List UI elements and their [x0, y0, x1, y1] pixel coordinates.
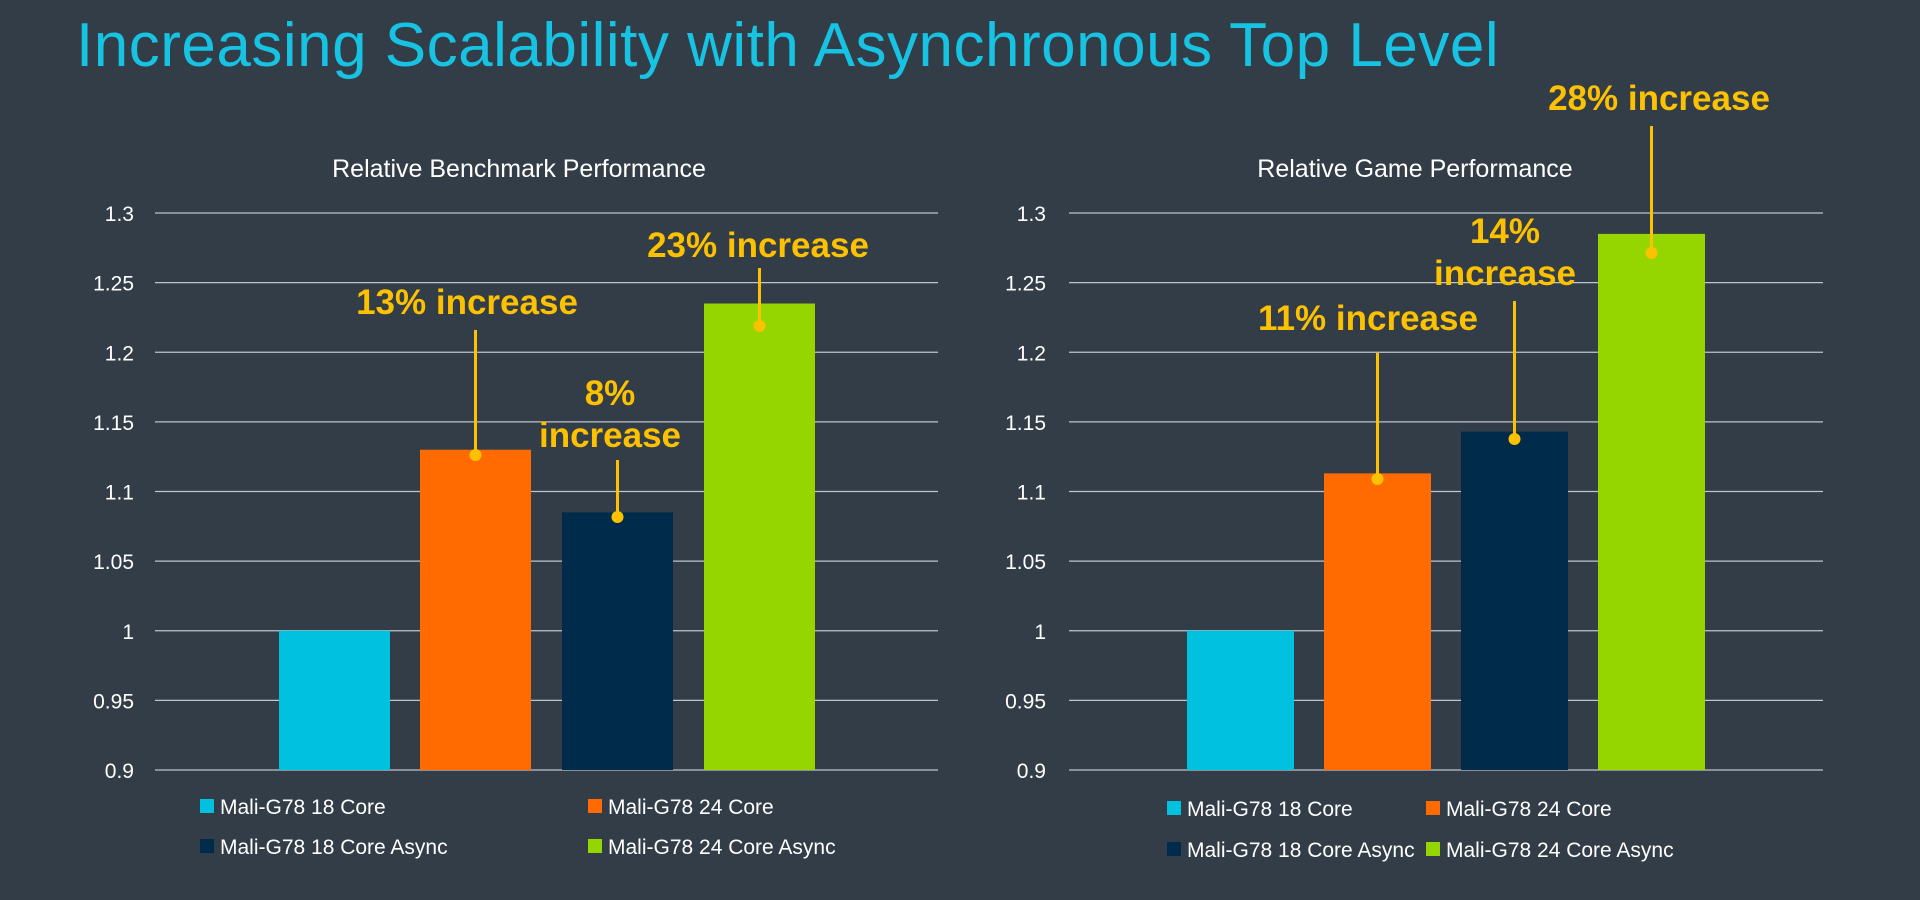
game-annotation-label: 28% increase [1548, 79, 1770, 118]
game-legend-swatch [1167, 801, 1181, 815]
benchmark-legend-label: Mali-G78 18 Core [220, 796, 386, 819]
game-annotation-dot [1371, 473, 1384, 485]
game-chart-title: Relative Game Performance [1257, 155, 1572, 183]
benchmark-annotation-dot [611, 511, 624, 523]
game-annotation-label: 11% increase [1258, 299, 1478, 338]
game-legend-label: Mali-G78 18 Core [1187, 798, 1353, 821]
benchmark-y-tick-label: 1.25 [93, 273, 134, 296]
game-y-tick-label: 1.3 [1017, 203, 1046, 226]
game-annotation-label: increase [1434, 254, 1576, 293]
game-bar-4 [1598, 233, 1705, 770]
benchmark-bar-4 [704, 303, 815, 770]
benchmark-y-tick-label: 1.1 [105, 482, 134, 505]
benchmark-legend-swatch [200, 839, 214, 853]
game-legend-label: Mali-G78 24 Core Async [1446, 839, 1674, 862]
game-y-tick-label: 1.1 [1017, 482, 1046, 505]
game-legend-label: Mali-G78 24 Core [1446, 798, 1612, 821]
benchmark-legend-label: Mali-G78 18 Core Async [220, 836, 448, 859]
benchmark-bar-2 [420, 449, 531, 770]
game-y-tick-label: 0.9 [1017, 760, 1046, 783]
game-y-tick-label: 1.2 [1017, 342, 1046, 365]
benchmark-annotation-label: 23% increase [647, 226, 869, 265]
page-title: Increasing Scalability with Asynchronous… [76, 11, 1500, 80]
game-y-tick-label: 1.15 [1005, 412, 1046, 435]
game-legend-swatch [1426, 801, 1440, 815]
benchmark-legend-swatch [588, 799, 602, 813]
game-y-tick-label: 0.95 [1005, 690, 1046, 713]
benchmark-y-tick-label: 1.3 [105, 203, 134, 226]
game-bar-3 [1461, 431, 1568, 770]
benchmark-annotation-label: 8% [585, 374, 636, 413]
benchmark-bar-3 [562, 512, 673, 770]
benchmark-legend-label: Mali-G78 24 Core [608, 796, 774, 819]
benchmark-bar-1 [279, 630, 390, 770]
game-y-tick-label: 1.05 [1005, 551, 1046, 574]
benchmark-chart-title: Relative Benchmark Performance [332, 155, 706, 183]
benchmark-y-tick-label: 0.9 [105, 760, 134, 783]
game-bar-2 [1324, 473, 1431, 770]
game-legend-swatch [1426, 842, 1440, 856]
benchmark-legend-label: Mali-G78 24 Core Async [608, 836, 836, 859]
game-annotation-label: 14% [1470, 212, 1540, 251]
benchmark-y-tick-label: 1.05 [93, 551, 134, 574]
benchmark-annotation-label: increase [539, 416, 681, 455]
game-y-tick-label: 1 [1034, 621, 1046, 644]
benchmark-y-tick-label: 0.95 [93, 690, 134, 713]
benchmark-y-tick-label: 1.15 [93, 412, 134, 435]
benchmark-y-tick-label: 1 [122, 621, 134, 644]
game-annotation-dot [1645, 247, 1658, 259]
benchmark-legend-swatch [200, 799, 214, 813]
game-y-tick-label: 1.25 [1005, 273, 1046, 296]
game-legend-swatch [1167, 842, 1181, 856]
benchmark-annotation-dot [469, 449, 482, 461]
game-legend-label: Mali-G78 18 Core Async [1187, 839, 1415, 862]
benchmark-legend-swatch [588, 839, 602, 853]
game-bar-1 [1187, 630, 1294, 770]
benchmark-annotation-label: 13% increase [356, 283, 578, 322]
benchmark-y-tick-label: 1.2 [105, 342, 134, 365]
benchmark-annotation-dot [753, 320, 766, 332]
game-annotation-dot [1508, 433, 1521, 445]
